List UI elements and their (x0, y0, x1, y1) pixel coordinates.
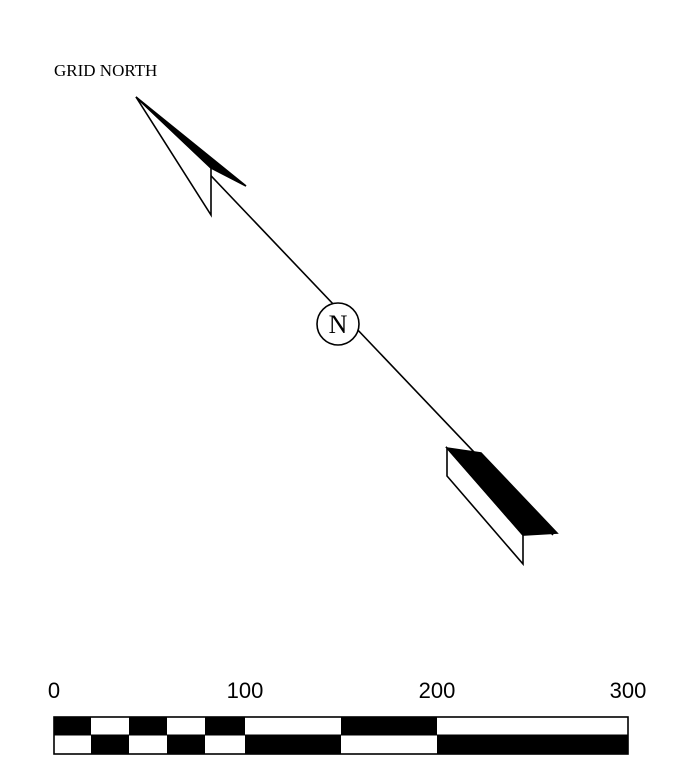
north-compass-badge: N (316, 302, 360, 346)
scale-segment (245, 735, 341, 754)
scale-label-300: 300 (610, 678, 647, 703)
north-letter: N (329, 310, 348, 339)
scale-segment (129, 735, 167, 754)
scale-segment (205, 735, 245, 754)
scale-segment (167, 717, 205, 735)
scale-segment (54, 717, 91, 735)
grid-north-label: GRID NORTH (54, 61, 157, 80)
south-tail-icon (444, 445, 559, 567)
scale-segment (91, 735, 129, 754)
scale-bar (53, 716, 629, 755)
scale-segment (205, 717, 245, 735)
scale-segment (54, 735, 91, 754)
scale-label-0: 0 (48, 678, 60, 703)
scale-label-200: 200 (419, 678, 456, 703)
scale-segment (167, 735, 205, 754)
scale-segment (129, 717, 167, 735)
scale-segment (91, 717, 129, 735)
scale-segment (341, 717, 437, 735)
scale-label-100: 100 (227, 678, 264, 703)
north-arrowhead-icon (135, 96, 247, 218)
scale-segment (245, 717, 341, 735)
scale-segment (437, 717, 628, 735)
scale-segment (437, 735, 628, 754)
scale-segment (341, 735, 437, 754)
